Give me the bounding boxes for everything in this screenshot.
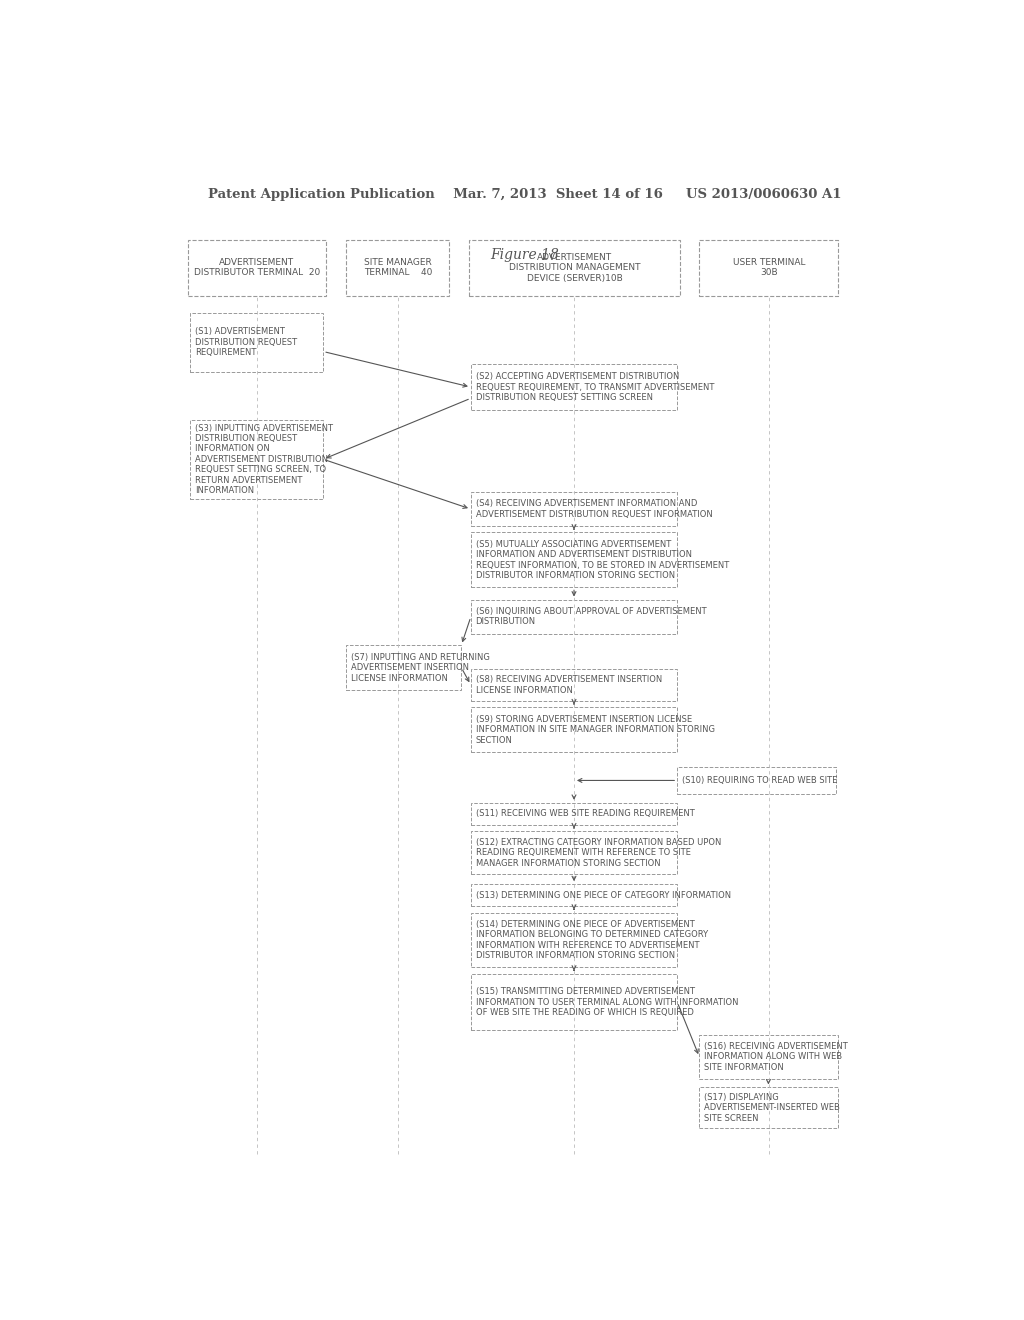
Text: (S6) INQUIRING ABOUT APPROVAL OF ADVERTISEMENT
DISTRIBUTION: (S6) INQUIRING ABOUT APPROVAL OF ADVERTI… [475, 607, 707, 627]
Text: USER TERMINAL
30B: USER TERMINAL 30B [732, 257, 805, 277]
Text: (S5) MUTUALLY ASSOCIATING ADVERTISEMENT
INFORMATION AND ADVERTISEMENT DISTRIBUTI: (S5) MUTUALLY ASSOCIATING ADVERTISEMENT … [475, 540, 729, 579]
Text: (S17) DISPLAYING
ADVERTISEMENT-INSERTED WEB
SITE SCREEN: (S17) DISPLAYING ADVERTISEMENT-INSERTED … [705, 1093, 840, 1122]
Text: (S10) REQUIRING TO READ WEB SITE: (S10) REQUIRING TO READ WEB SITE [682, 776, 838, 785]
Text: (S1) ADVERTISEMENT
DISTRIBUTION REQUEST
REQUIREMENT: (S1) ADVERTISEMENT DISTRIBUTION REQUEST … [195, 327, 297, 358]
Text: (S4) RECEIVING ADVERTISEMENT INFORMATION AND
ADVERTISEMENT DISTRIBUTION REQUEST : (S4) RECEIVING ADVERTISEMENT INFORMATION… [475, 499, 713, 519]
Text: (S16) RECEIVING ADVERTISEMENT
INFORMATION ALONG WITH WEB
SITE INFORMATION: (S16) RECEIVING ADVERTISEMENT INFORMATIO… [705, 1041, 848, 1072]
Text: (S8) RECEIVING ADVERTISEMENT INSERTION
LICENSE INFORMATION: (S8) RECEIVING ADVERTISEMENT INSERTION L… [475, 676, 662, 694]
Text: ADVERTISEMENT
DISTRIBUTOR TERMINAL  20: ADVERTISEMENT DISTRIBUTOR TERMINAL 20 [194, 257, 321, 277]
Text: (S9) STORING ADVERTISEMENT INSERTION LICENSE
INFORMATION IN SITE MANAGER INFORMA: (S9) STORING ADVERTISEMENT INSERTION LIC… [475, 714, 715, 744]
Text: (S15) TRANSMITTING DETERMINED ADVERTISEMENT
INFORMATION TO USER TERMINAL ALONG W: (S15) TRANSMITTING DETERMINED ADVERTISEM… [475, 987, 738, 1016]
Text: Figure 18: Figure 18 [490, 248, 559, 261]
Text: ADVERTISEMENT
DISTRIBUTION MANAGEMENT
DEVICE (SERVER)10B: ADVERTISEMENT DISTRIBUTION MANAGEMENT DE… [509, 252, 640, 282]
Text: (S2) ACCEPTING ADVERTISEMENT DISTRIBUTION
REQUEST REQUIREMENT, TO TRANSMIT ADVER: (S2) ACCEPTING ADVERTISEMENT DISTRIBUTIO… [475, 372, 714, 403]
Text: (S13) DETERMINING ONE PIECE OF CATEGORY INFORMATION: (S13) DETERMINING ONE PIECE OF CATEGORY … [475, 891, 731, 900]
Text: (S14) DETERMINING ONE PIECE OF ADVERTISEMENT
INFORMATION BELONGING TO DETERMINED: (S14) DETERMINING ONE PIECE OF ADVERTISE… [475, 920, 708, 960]
Text: SITE MANAGER
TERMINAL    40: SITE MANAGER TERMINAL 40 [364, 257, 432, 277]
Text: (S11) RECEIVING WEB SITE READING REQUIREMENT: (S11) RECEIVING WEB SITE READING REQUIRE… [475, 809, 694, 818]
Text: Patent Application Publication    Mar. 7, 2013  Sheet 14 of 16     US 2013/00606: Patent Application Publication Mar. 7, 2… [208, 189, 842, 202]
Text: (S7) INPUTTING AND RETURNING
ADVERTISEMENT INSERTION
LICENSE INFORMATION: (S7) INPUTTING AND RETURNING ADVERTISEME… [351, 652, 489, 682]
Text: (S12) EXTRACTING CATEGORY INFORMATION BASED UPON
READING REQUIREMENT WITH REFERE: (S12) EXTRACTING CATEGORY INFORMATION BA… [475, 838, 721, 867]
Text: (S3) INPUTTING ADVERTISEMENT
DISTRIBUTION REQUEST
INFORMATION ON
ADVERTISEMENT D: (S3) INPUTTING ADVERTISEMENT DISTRIBUTIO… [195, 424, 333, 495]
